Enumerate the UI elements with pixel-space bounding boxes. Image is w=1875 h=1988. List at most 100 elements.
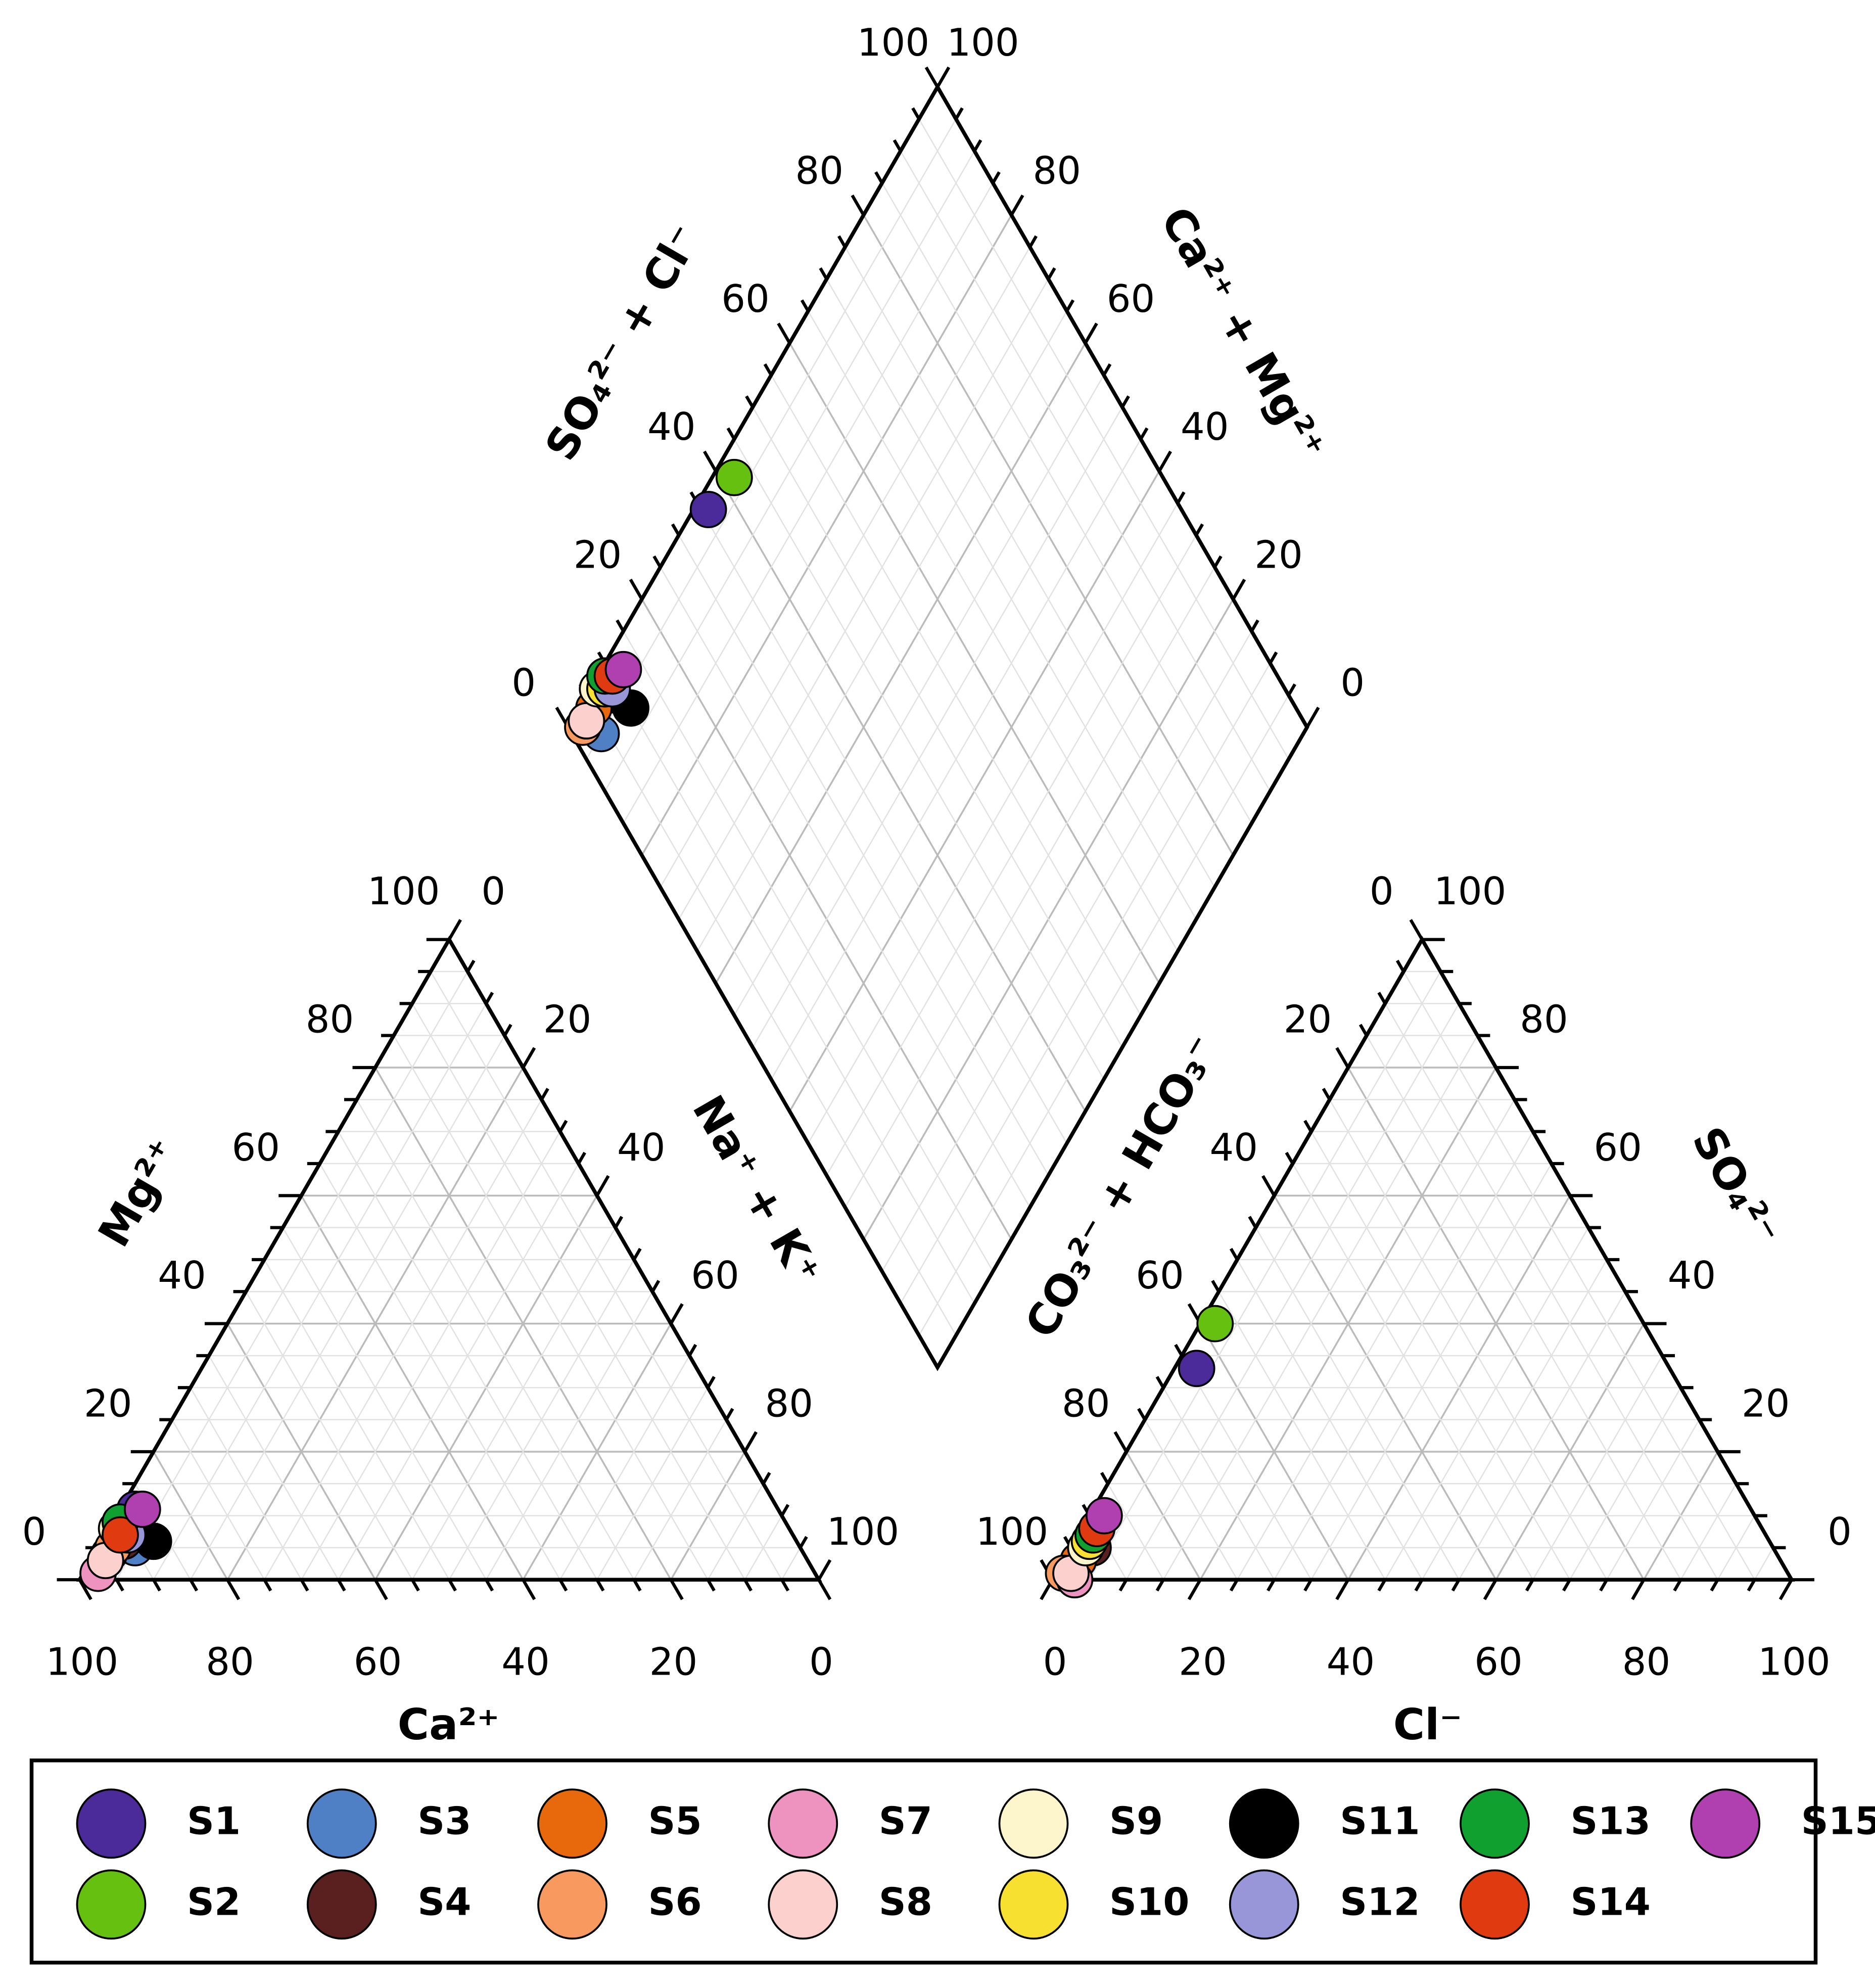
tick-label: 0 bbox=[809, 1639, 833, 1684]
grid-line bbox=[208, 1355, 339, 1580]
legend-swatch bbox=[1460, 1788, 1530, 1859]
legend-swatch bbox=[998, 1869, 1069, 1940]
legend-label: S1 bbox=[187, 1798, 241, 1843]
tick-label: 40 bbox=[617, 1125, 665, 1170]
tick-label: 0 bbox=[22, 1509, 46, 1554]
grid-line bbox=[1384, 1227, 1589, 1580]
grid-line bbox=[393, 1035, 709, 1580]
sample-point bbox=[604, 651, 642, 688]
triangle-frame bbox=[1049, 936, 1795, 1582]
legend-label: S4 bbox=[417, 1879, 471, 1924]
tick-label: 40 bbox=[1327, 1639, 1375, 1684]
grid-line bbox=[1089, 971, 1441, 1580]
legend-swatch bbox=[1229, 1788, 1299, 1859]
tick-label: 0 bbox=[1370, 869, 1394, 913]
grid-line bbox=[485, 1291, 653, 1580]
tick-label: 60 bbox=[721, 276, 769, 321]
legend-label: S11 bbox=[1340, 1798, 1420, 1843]
tick-mark bbox=[669, 1579, 684, 1600]
tick-label: 100 bbox=[827, 1509, 899, 1554]
legend-label: S5 bbox=[648, 1798, 702, 1843]
grid-line bbox=[1162, 1387, 1275, 1580]
grid-line bbox=[1181, 1355, 1312, 1580]
tick-label: 80 bbox=[765, 1381, 813, 1425]
tick-mark bbox=[851, 194, 865, 216]
tick-mark bbox=[1483, 1579, 1497, 1600]
legend-label: S14 bbox=[1571, 1879, 1651, 1924]
tick-mark bbox=[1409, 919, 1424, 941]
axis-title: Ca²⁺ + Mg²⁺ bbox=[1151, 199, 1336, 469]
sample-point bbox=[123, 1491, 161, 1528]
tick-mark bbox=[1113, 1431, 1128, 1453]
legend-swatch bbox=[537, 1788, 607, 1859]
grid-line bbox=[1144, 1419, 1238, 1580]
grid-line bbox=[1310, 1163, 1552, 1580]
tick-mark bbox=[743, 1431, 758, 1453]
grid-line bbox=[411, 1227, 616, 1580]
grid-line bbox=[448, 1259, 635, 1580]
diamond-frame bbox=[566, 83, 1309, 1371]
tick-mark bbox=[1187, 1579, 1202, 1600]
tick-label: 80 bbox=[1520, 997, 1568, 1042]
tick-label: 40 bbox=[1668, 1253, 1716, 1298]
legend-label: S13 bbox=[1571, 1798, 1651, 1843]
tick-label: 100 bbox=[46, 1639, 118, 1684]
grid-line bbox=[1495, 1323, 1645, 1581]
grid-line bbox=[190, 1387, 302, 1580]
grid-line bbox=[752, 406, 1123, 1048]
grid-line bbox=[356, 1099, 635, 1580]
tick-label: 20 bbox=[1284, 997, 1332, 1042]
tick-label: 60 bbox=[232, 1125, 280, 1170]
tick-label: 20 bbox=[1254, 532, 1302, 577]
grid-line bbox=[245, 1291, 413, 1580]
grid-line bbox=[1458, 1291, 1626, 1580]
grid-line bbox=[1717, 1515, 1755, 1580]
grid-line bbox=[1107, 1483, 1164, 1580]
grid-line bbox=[604, 151, 975, 792]
grid-line bbox=[845, 247, 1215, 888]
tick-label: 60 bbox=[1107, 276, 1155, 321]
sample-point bbox=[689, 491, 727, 528]
legend-box bbox=[29, 1759, 1818, 1965]
tick-mark bbox=[924, 66, 939, 88]
tick-label: 0 bbox=[511, 661, 536, 705]
grid-line bbox=[633, 1419, 727, 1580]
tick-label: 20 bbox=[543, 997, 591, 1042]
tick-mark bbox=[226, 1579, 241, 1600]
tick-label: 40 bbox=[158, 1253, 206, 1298]
legend-swatch bbox=[537, 1869, 607, 1940]
tick-label: 80 bbox=[1062, 1381, 1110, 1425]
grid-line bbox=[1199, 1323, 1349, 1581]
tick-label: 20 bbox=[1179, 1639, 1227, 1684]
grid-line bbox=[522, 1323, 672, 1581]
legend-swatch bbox=[768, 1869, 838, 1940]
tick-mark bbox=[1232, 578, 1246, 600]
grid-line bbox=[1329, 1099, 1608, 1580]
legend-swatch bbox=[998, 1788, 1069, 1859]
tick-label: 80 bbox=[206, 1639, 254, 1684]
sample-point bbox=[715, 458, 753, 496]
legend-label: S2 bbox=[187, 1879, 241, 1924]
tick-label: 20 bbox=[1742, 1381, 1790, 1425]
grid-line bbox=[1532, 1355, 1663, 1580]
sample-point bbox=[568, 702, 605, 739]
tick-mark bbox=[817, 1559, 832, 1581]
legend-swatch bbox=[1460, 1869, 1530, 1940]
grid-line bbox=[559, 1355, 690, 1580]
legend-label: S8 bbox=[879, 1879, 932, 1924]
grid-line bbox=[918, 118, 1289, 760]
tick-mark bbox=[1335, 1047, 1350, 1069]
grid-line bbox=[190, 1035, 505, 1580]
legend-label: S7 bbox=[879, 1798, 932, 1843]
axis-title: CO₃²⁻ + HCO₃⁻ bbox=[1016, 1027, 1229, 1347]
tick-mark bbox=[1335, 1579, 1350, 1600]
grid-line bbox=[1680, 1483, 1737, 1580]
tick-mark bbox=[1261, 1175, 1276, 1196]
tick-label: 0 bbox=[481, 869, 505, 913]
tick-label: 60 bbox=[354, 1639, 402, 1684]
grid-line bbox=[770, 375, 1142, 1016]
legend-swatch bbox=[1229, 1869, 1299, 1940]
axis-title: SO₄²⁻ bbox=[1682, 1119, 1789, 1254]
